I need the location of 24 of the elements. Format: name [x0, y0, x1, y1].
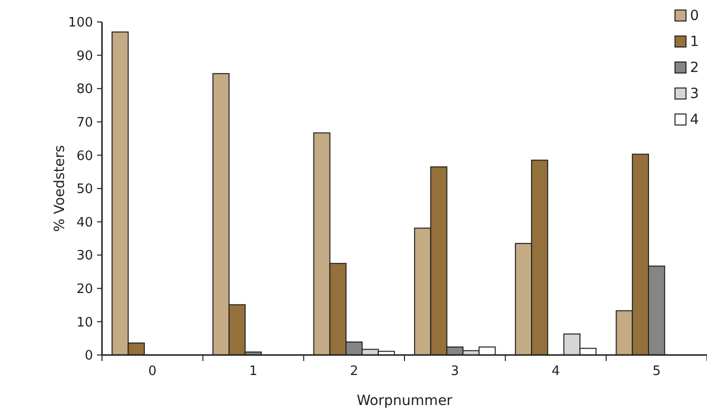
y-tick-label: 50 — [76, 182, 93, 198]
y-tick-label: 30 — [76, 248, 93, 264]
x-tick-label: 1 — [249, 364, 258, 379]
y-tick-label: 60 — [76, 148, 93, 164]
x-tick-label: 4 — [552, 364, 560, 379]
y-tick-label: 40 — [76, 215, 93, 230]
y-tick-label: 0 — [84, 348, 93, 364]
y-axis-title: % Voedsters — [52, 145, 68, 232]
legend-label: 1 — [690, 34, 699, 50]
legend-label: 3 — [690, 86, 699, 102]
legend-label: 4 — [690, 112, 699, 128]
y-tick-label: 10 — [76, 315, 93, 330]
x-axis-title: Worpnummer — [356, 393, 453, 409]
x-tick-label: 5 — [652, 364, 661, 379]
x-tick-label: 2 — [350, 364, 358, 379]
y-tick-label: 90 — [76, 48, 93, 64]
x-tick-label: 0 — [148, 364, 157, 379]
legend-label: 0 — [690, 8, 699, 24]
y-tick-label: 20 — [76, 282, 93, 297]
x-tick-label: 3 — [450, 364, 460, 379]
legend-label: 2 — [690, 60, 699, 76]
y-tick-label: 100 — [68, 16, 93, 31]
y-tick-label: 70 — [76, 115, 93, 130]
y-tick-label: 80 — [76, 82, 93, 98]
